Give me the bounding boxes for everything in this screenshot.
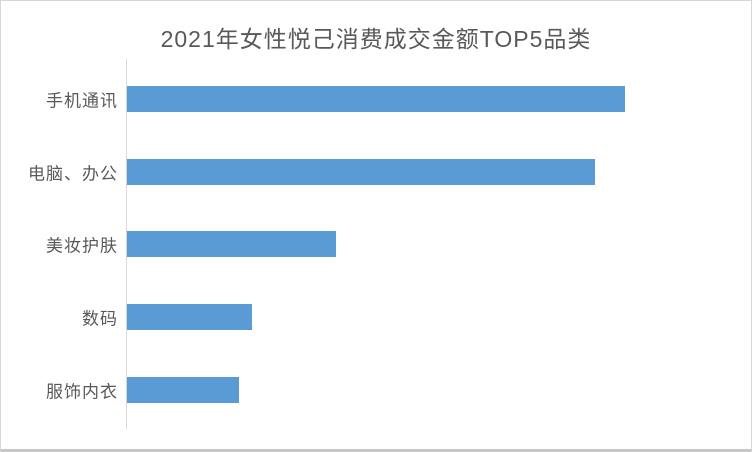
bar-2 (127, 158, 596, 185)
category-label: 服饰内衣 (46, 382, 118, 402)
chart-title: 2021年女性悦己消费成交金额TOP5品类 (160, 26, 592, 52)
bar-4 (127, 304, 252, 331)
bar-1 (127, 86, 625, 113)
bar-row: 电脑、办公 (1, 136, 751, 209)
bar-3 (127, 231, 337, 258)
bar-row: 美妆护肤 (1, 208, 751, 281)
bar-row: 数码 (1, 281, 751, 354)
category-label: 数码 (82, 309, 118, 329)
bar-row: 手机通讯 (1, 63, 751, 136)
bar-5 (127, 376, 240, 403)
category-label: 手机通讯 (46, 91, 118, 111)
y-axis-line (126, 59, 127, 429)
category-label: 电脑、办公 (28, 164, 118, 184)
category-label: 美妆护肤 (46, 236, 118, 256)
bar-chart: 手机通讯电脑、办公美妆护肤数码服饰内衣 (1, 63, 751, 426)
bar-row: 服饰内衣 (1, 353, 751, 426)
